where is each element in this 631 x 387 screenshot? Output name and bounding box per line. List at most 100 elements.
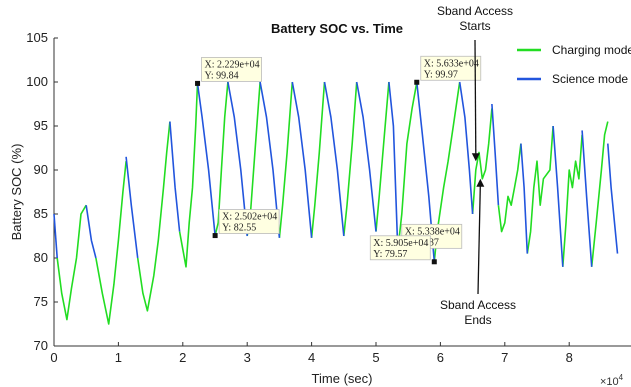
series-line-segment <box>581 130 593 267</box>
legend-item-science[interactable]: Science mode <box>517 72 628 86</box>
datatip-y-label: Y: 99.84 <box>205 70 239 81</box>
x-tick-label: 6 <box>437 350 444 365</box>
y-tick-label: 75 <box>34 294 48 309</box>
x-axis-exponent-base: ×10 <box>600 376 619 387</box>
series-line-segment <box>178 83 199 268</box>
legend: Charging mode Science mode <box>517 43 631 86</box>
x-tick-label: 1 <box>115 350 122 365</box>
annotation-arrow-line <box>474 39 477 156</box>
y-axis-label: Battery SOC (%) <box>9 144 24 241</box>
legend-item-charging[interactable]: Charging mode <box>517 43 631 57</box>
series-line-segment <box>259 81 281 238</box>
datatip[interactable]: X: 2.502e+04Y: 82.55 <box>212 209 280 239</box>
datatip[interactable]: X: 2.229e+04Y: 99.84 <box>195 57 262 86</box>
series-line-segment <box>397 82 418 251</box>
annotation-text: Ends <box>464 313 491 327</box>
series-line-segment <box>136 121 171 312</box>
y-tick-label: 95 <box>34 118 48 133</box>
x-tick-label: 7 <box>501 350 508 365</box>
x-axis-ticks: 0 1 2 3 4 5 6 7 8 <box>50 342 573 365</box>
series-science-mode <box>53 81 619 267</box>
series-line-segment <box>520 143 529 254</box>
datatip-y-label: Y: 99.97 <box>424 69 458 80</box>
annotation-arrowhead <box>476 178 485 187</box>
series-line-segment <box>491 103 500 206</box>
series-layer <box>53 81 619 325</box>
series-line-segment <box>196 83 216 236</box>
y-axis-ticks: 70 75 80 85 90 95 100 105 <box>26 30 58 353</box>
series-charging-mode <box>56 81 609 325</box>
plot-area <box>54 38 631 346</box>
y-tick-label: 80 <box>34 250 48 265</box>
series-line-segment <box>355 81 377 232</box>
datatip-x-label: X: 5.338e+04 <box>405 226 460 237</box>
y-tick-label: 90 <box>34 162 48 177</box>
x-axis-exponent: ×104 <box>600 373 624 387</box>
datatip-x-label: X: 2.229e+04 <box>205 59 260 70</box>
series-line-segment <box>458 81 474 215</box>
series-line-segment <box>388 81 399 251</box>
series-line-segment <box>53 213 58 259</box>
series-line-segment <box>291 81 313 238</box>
series-line-segment <box>562 134 583 267</box>
series-line-segment <box>552 125 564 267</box>
datatip-marker[interactable] <box>431 259 437 265</box>
datatip[interactable]: X: 5.633e+04Y: 99.97 <box>414 55 482 85</box>
y-tick-label: 70 <box>34 338 48 353</box>
annotation-text: Sband Access <box>437 4 513 18</box>
datatip-x-label: X: 5.905e+04 <box>373 238 428 249</box>
series-line-segment <box>607 143 619 254</box>
series-line-segment <box>95 161 127 325</box>
datatip-x-label: X: 5.633e+04 <box>424 58 479 69</box>
x-tick-label: 0 <box>50 350 57 365</box>
datatip-layer: X: 2.229e+04Y: 99.84 X: 2.502e+04Y: 82.55… <box>195 55 482 265</box>
series-line-segment <box>85 205 97 259</box>
annotation-arrow-line <box>477 184 481 295</box>
datatip-marker[interactable] <box>414 79 420 85</box>
y-tick-label: 105 <box>26 30 48 45</box>
series-line-segment <box>214 81 229 236</box>
series-line-segment <box>227 81 248 237</box>
x-tick-label: 2 <box>179 350 186 365</box>
series-line-segment <box>590 121 609 267</box>
datatip[interactable]: X: 5.905e+04Y: 79.57 <box>369 235 437 265</box>
series-line-segment <box>125 156 139 259</box>
x-axis-label: Time (sec) <box>312 371 373 386</box>
series-line-segment <box>471 108 493 215</box>
y-tick-label: 100 <box>26 74 48 89</box>
series-line-segment <box>56 204 87 321</box>
legend-label: Charging mode <box>552 43 631 57</box>
y-tick-label: 85 <box>34 206 48 221</box>
series-line-segment <box>375 81 390 232</box>
series-line-segment <box>323 81 345 237</box>
annotation-text: Starts <box>459 19 490 33</box>
datatip-box <box>420 55 482 81</box>
series-line-segment <box>169 121 181 232</box>
datatip-box <box>201 57 262 82</box>
x-tick-label: 3 <box>244 350 251 365</box>
datatip-marker[interactable] <box>195 80 201 86</box>
annotation-text: Sband Access <box>440 298 516 312</box>
x-tick-label: 4 <box>308 350 315 365</box>
datatip-y-label: Y: 79.57 <box>373 249 407 260</box>
datatip-box <box>369 235 431 261</box>
series-line-segment <box>526 125 554 254</box>
series-line-segment <box>343 81 358 237</box>
series-line-segment <box>310 81 326 238</box>
datatip-marker[interactable] <box>212 233 218 239</box>
x-tick-label: 8 <box>566 350 573 365</box>
datatip-y-label: Y: 82.55 <box>222 223 256 234</box>
series-line-segment <box>497 143 522 233</box>
series-line-segment <box>278 81 294 238</box>
annotation-arrowhead <box>471 153 480 162</box>
x-axis-exponent-power: 4 <box>619 373 624 382</box>
datatip-x-label: X: 2.502e+04 <box>222 212 277 223</box>
x-tick-label: 5 <box>372 350 379 365</box>
chart-title: Battery SOC vs. Time <box>271 21 403 36</box>
legend-label: Science mode <box>552 72 628 86</box>
datatip-box <box>218 209 280 234</box>
